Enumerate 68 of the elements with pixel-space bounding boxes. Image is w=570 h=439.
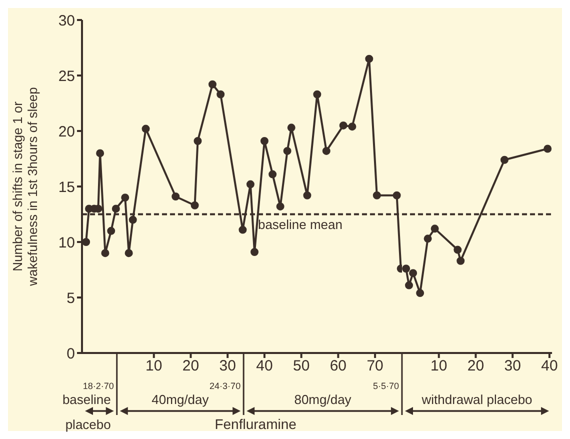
text: baseline placebo <box>62 392 111 432</box>
point <box>500 156 508 164</box>
text: 80mg/day <box>294 392 352 407</box>
text: 24·3·70 <box>210 381 241 391</box>
point <box>392 191 401 200</box>
y-tick-label: 25 <box>58 68 75 85</box>
x-tick-label: 10 <box>146 358 162 375</box>
point <box>260 136 268 145</box>
point <box>82 238 90 246</box>
point <box>250 248 259 256</box>
point <box>430 224 439 233</box>
y-tick-label: 15 <box>58 178 75 196</box>
point <box>101 249 110 258</box>
x-tick-label: 20 <box>467 358 484 375</box>
point <box>121 194 130 202</box>
point <box>365 54 374 63</box>
point <box>142 124 150 133</box>
point <box>96 149 104 158</box>
y-tick-label: 0 <box>66 345 75 362</box>
point <box>208 80 216 88</box>
y-axis-title: Number of shifts in stage 1 or wakefulness in 1st 3hours of sleep <box>10 87 40 287</box>
text: 18·2·70 <box>82 381 114 391</box>
y-tick-label: 10 <box>58 234 75 252</box>
point <box>246 180 254 188</box>
point <box>409 269 418 278</box>
point <box>313 90 322 98</box>
point <box>416 289 424 298</box>
point <box>283 146 292 155</box>
point <box>124 249 133 258</box>
point <box>216 90 225 98</box>
point <box>112 204 120 213</box>
x-tick-label: 70 <box>366 358 384 375</box>
y-tick-label: 5 <box>66 290 75 307</box>
point <box>128 216 137 224</box>
x-tick-label: 60 <box>330 358 347 375</box>
point <box>322 146 330 155</box>
point <box>268 170 277 178</box>
text: 5·5·70 <box>372 381 399 391</box>
point <box>348 122 356 131</box>
x-tick-label: 40 <box>541 358 558 375</box>
x-tick-label: 10 <box>430 358 448 375</box>
text: withdrawal placebo <box>420 392 532 407</box>
point <box>404 281 413 290</box>
text: Fenfluramine <box>214 416 297 432</box>
point <box>238 226 247 234</box>
x-tick-label: 40 <box>256 358 273 375</box>
point <box>194 136 202 145</box>
point <box>454 246 462 254</box>
point <box>303 191 312 200</box>
x-tick-label: 30 <box>504 358 521 375</box>
point <box>339 121 348 130</box>
point <box>287 124 296 132</box>
y-tick-label: 20 <box>58 123 75 140</box>
point <box>172 192 180 200</box>
x-tick-label: 20 <box>182 358 200 375</box>
point <box>402 264 410 273</box>
x-tick-label: 50 <box>292 358 310 375</box>
point <box>544 144 552 153</box>
y-tick-label: 30 <box>58 12 75 30</box>
point <box>107 226 116 235</box>
x-tick-label: 30 <box>219 358 236 375</box>
text: 40mg/day <box>152 392 210 407</box>
point <box>190 201 199 210</box>
point <box>276 202 284 210</box>
point <box>456 256 465 265</box>
point <box>424 234 432 243</box>
ref-line-label: baseline mean <box>258 217 342 232</box>
point <box>372 191 381 200</box>
